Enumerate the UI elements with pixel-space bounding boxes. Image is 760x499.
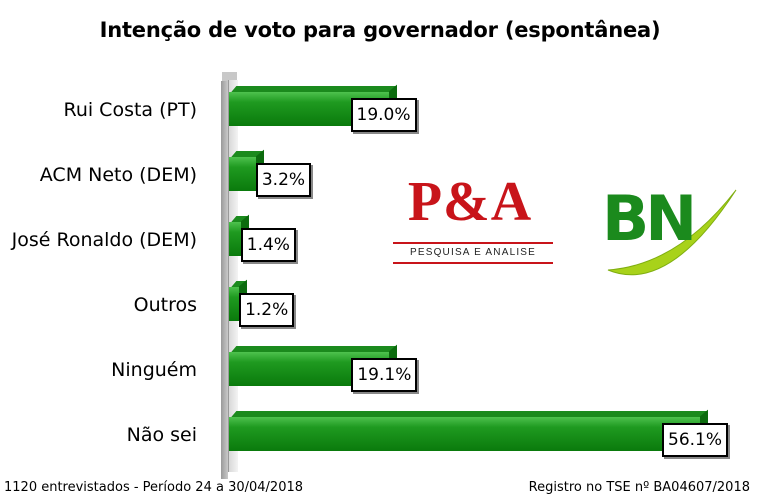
bn-logo: BN xyxy=(598,170,748,285)
data-label: 19.1% xyxy=(351,358,418,392)
category-label: Ninguém xyxy=(111,359,197,381)
footer-registration: Registro no TSE nº BA04607/2018 xyxy=(528,480,750,495)
chart-axis-wall xyxy=(228,80,238,472)
bar xyxy=(229,287,240,321)
footer-sample-info: 1120 entrevistados - Período 24 a 30/04/… xyxy=(4,480,304,495)
bn-logo-graphic: BN xyxy=(602,182,737,276)
chart-wall-top xyxy=(222,72,237,82)
pa-logo-rule-top xyxy=(393,242,553,244)
data-label: 19.0% xyxy=(350,98,417,132)
category-label: José Ronaldo (DEM) xyxy=(11,229,197,251)
pa-logo-subtitle: PESQUISA E ANALISE xyxy=(409,247,537,258)
pa-logo-rule-bottom xyxy=(393,262,553,264)
category-label: Não sei xyxy=(126,424,197,446)
category-label: Rui Costa (PT) xyxy=(63,99,197,121)
chart-title: Intenção de voto para governador (espont… xyxy=(99,18,661,42)
bar xyxy=(229,222,241,256)
bar xyxy=(229,157,256,191)
category-label: ACM Neto (DEM) xyxy=(39,164,197,186)
bar xyxy=(229,417,700,451)
chart-wall-front xyxy=(221,81,228,479)
data-label: 3.2% xyxy=(255,163,312,197)
pa-logo: P&A PESQUISA E ANALISE xyxy=(385,170,555,270)
category-label: Outros xyxy=(133,294,197,316)
data-label: 1.2% xyxy=(239,293,295,327)
svg-text:BN: BN xyxy=(602,182,693,255)
pa-logo-text: P&A xyxy=(407,171,533,233)
data-label: 1.4% xyxy=(240,228,296,262)
data-label: 56.1% xyxy=(662,423,729,457)
